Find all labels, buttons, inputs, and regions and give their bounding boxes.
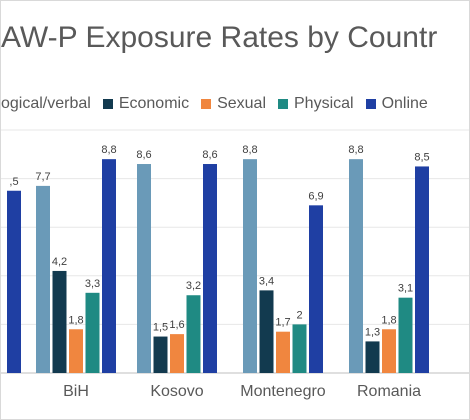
bar-sexual-bih: [69, 329, 83, 373]
bar-online-bih: [102, 159, 116, 373]
bar-ogical-verbal-kosovo: [137, 164, 151, 373]
bar-physical-romania: [398, 297, 413, 373]
data-label: 1,3: [365, 326, 380, 338]
bar-physical-bih: [85, 292, 100, 373]
data-label: 4,2: [52, 256, 67, 268]
data-label: 1,8: [68, 314, 83, 326]
legend-label-physical: Physical: [294, 95, 354, 112]
data-label: ,5: [9, 176, 18, 188]
chart-legend: ogical/verbal Economic Sexual Physical O…: [1, 95, 440, 113]
data-label: 8,6: [202, 149, 217, 161]
data-label: 8,8: [348, 144, 363, 156]
data-label: 8,6: [136, 149, 151, 161]
data-label: 2: [296, 309, 302, 321]
x-tick-label: Romania: [357, 383, 421, 400]
bar-online-montenegro: [309, 205, 323, 373]
data-label: 1,7: [275, 317, 290, 329]
bar-economic-montenegro: [259, 290, 274, 373]
data-label: 7,7: [35, 171, 50, 183]
legend-swatch-online: [365, 99, 376, 109]
bar-economic-kosovo: [153, 336, 168, 373]
data-label: 1,5: [153, 322, 168, 334]
data-label: 1,8: [381, 314, 396, 326]
data-label: 1,6: [169, 319, 184, 331]
bar-online-kosovo: [203, 164, 217, 373]
legend-swatch-physical: [278, 99, 288, 109]
bar-sexual-montenegro: [276, 331, 290, 373]
bar-online-romania: [415, 166, 429, 373]
bar-ogical-verbal-montenegro: [243, 159, 257, 373]
legend-swatch-economic: [102, 99, 113, 109]
legend-item-physical: Physical: [278, 95, 354, 113]
data-label: 3,4: [259, 275, 274, 287]
legend-label-psychological: ogical/verbal: [1, 95, 91, 112]
data-label: 3,1: [398, 283, 413, 295]
chart-title: AW-P Exposure Rates by Countr: [1, 21, 438, 54]
data-label: 3,3: [85, 278, 100, 290]
bar-physical-kosovo: [186, 295, 201, 373]
bar-economic-bih: [52, 270, 67, 373]
bar-sexual-kosovo: [170, 334, 184, 373]
legend-swatch-sexual: [201, 99, 212, 109]
bar-ogical-verbal-bih: [36, 185, 50, 373]
legend-item-psychological: ogical/verbal: [1, 95, 91, 113]
data-label: 8,8: [101, 144, 116, 156]
bar-sexual-romania: [382, 329, 396, 373]
bar-economic-romania: [365, 341, 380, 373]
legend-label-online: Online: [381, 95, 428, 112]
data-label: 6,9: [308, 190, 323, 202]
x-tick-label: Kosovo: [150, 383, 203, 400]
data-label: 3,2: [186, 280, 201, 292]
legend-item-online: Online: [365, 95, 428, 113]
legend-item-economic: Economic: [102, 95, 190, 113]
data-label: 8,5: [414, 151, 429, 163]
legend-label-economic: Economic: [118, 95, 190, 112]
legend-item-sexual: Sexual: [201, 95, 266, 113]
bar-online-partial: [7, 190, 21, 373]
x-tick-label: BiH: [63, 383, 89, 400]
data-label: 8,8: [242, 144, 257, 156]
legend-label-sexual: Sexual: [217, 95, 266, 112]
bar-physical-montenegro: [292, 324, 307, 373]
bar-ogical-verbal-romania: [349, 159, 363, 373]
x-tick-label: Montenegro: [240, 383, 325, 400]
